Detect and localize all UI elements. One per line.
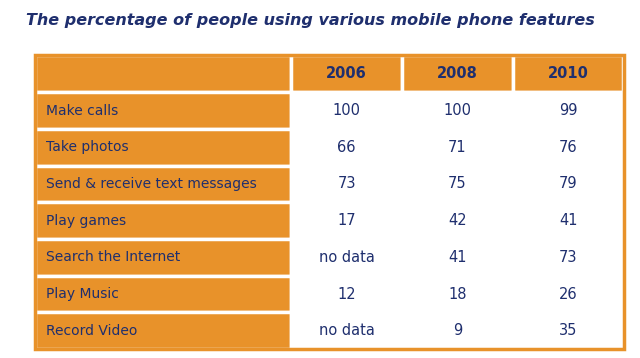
Text: 41: 41 [448,250,467,265]
Bar [402,276,513,312]
Text: Take photos: Take photos [46,140,129,154]
Text: 9: 9 [452,323,462,338]
Bar [291,129,402,165]
Text: 100: 100 [444,103,472,118]
Text: Make calls: Make calls [46,103,118,117]
Text: 26: 26 [559,286,577,301]
Bar [35,276,291,312]
Bar [291,202,402,239]
Bar [402,202,513,239]
Text: Search the Internet: Search the Internet [46,250,180,264]
Text: 17: 17 [337,213,356,228]
Text: 76: 76 [559,140,577,155]
Text: 71: 71 [448,140,467,155]
Bar [402,129,513,165]
Bar [35,55,624,349]
Text: 73: 73 [337,176,356,192]
Text: no data: no data [319,323,374,338]
Bar [35,202,291,239]
Bar [513,312,623,349]
Bar [402,239,513,276]
Bar [513,202,623,239]
Text: 41: 41 [559,213,577,228]
Text: 75: 75 [448,176,467,192]
Bar [402,165,513,202]
Bar [291,55,402,92]
Bar [291,276,402,312]
Bar [35,92,291,129]
Bar [402,92,513,129]
Text: Send & receive text messages: Send & receive text messages [46,177,257,191]
Text: Play games: Play games [46,214,126,228]
Bar [35,165,291,202]
Bar [513,55,623,92]
Text: 100: 100 [333,103,361,118]
Bar [291,239,402,276]
Text: no data: no data [319,250,374,265]
Bar [513,276,623,312]
Text: 2006: 2006 [326,66,367,81]
Text: 99: 99 [559,103,577,118]
Bar [402,55,513,92]
Text: 2010: 2010 [548,66,589,81]
Bar [35,239,291,276]
Bar [291,312,402,349]
Bar [513,239,623,276]
Text: The percentage of people using various mobile phone features: The percentage of people using various m… [26,13,595,28]
Text: 79: 79 [559,176,577,192]
Text: 73: 73 [559,250,577,265]
Bar [35,55,291,92]
Text: Record Video: Record Video [46,324,137,338]
Bar [291,92,402,129]
Bar [35,312,291,349]
Text: 66: 66 [337,140,356,155]
Text: 42: 42 [448,213,467,228]
Bar [402,312,513,349]
Bar [291,165,402,202]
Text: 12: 12 [337,286,356,301]
Bar [35,129,291,165]
Text: Play Music: Play Music [46,287,118,301]
Text: 18: 18 [448,286,467,301]
Bar [513,129,623,165]
Text: 35: 35 [559,323,577,338]
Bar [513,165,623,202]
Text: 2008: 2008 [437,66,478,81]
Bar [513,92,623,129]
